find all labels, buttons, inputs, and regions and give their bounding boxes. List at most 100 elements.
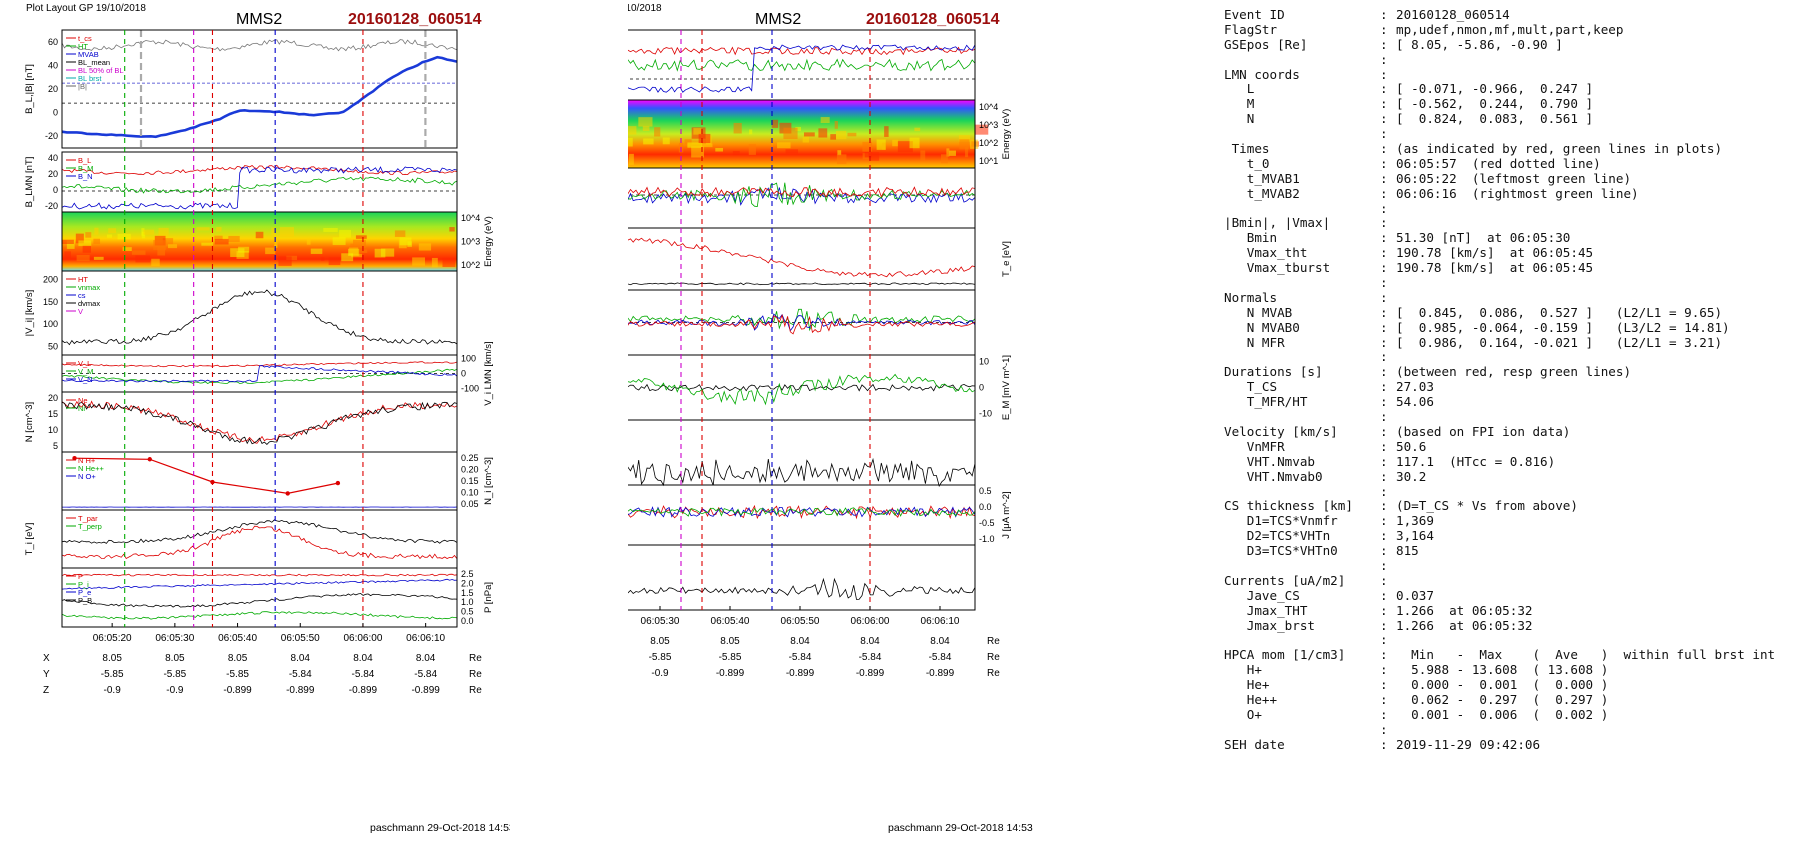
info-key: VHT.Nmvab0 [1224,468,1323,484]
info-separator: : [1380,498,1388,514]
y-axis-label: J [μA m^-2] [1001,491,1012,538]
position-value: -0.9 [651,668,669,679]
position-value: -0.899 [926,668,955,679]
position-row-label: Z [43,685,49,696]
info-value: 190.78 [km/s] at 06:05:45 [1396,260,1594,276]
y-tick-label: 0.5 [461,607,474,617]
spectrogram-cell [339,229,351,238]
position-value: -0.9 [104,685,122,696]
info-value: 27.03 [1396,379,1434,395]
position-value: -5.84 [352,669,375,680]
panel-e: 20100-10-20E_LMN [mV m^-1]E_LE_ME_N [628,289,976,356]
info-row: : [1224,633,1800,648]
spectrogram-cell [64,251,71,259]
series-line [628,46,976,56]
position-value: 8.05 [102,653,122,664]
spectrogram-cell [278,256,292,266]
info-separator: : [1380,513,1388,529]
spectrogram-cell [847,132,857,137]
spectrogram-cell [892,139,899,147]
y-tick-label: 10^1 [979,156,998,166]
position-value: -0.899 [716,668,745,679]
y-tick-label: 10^2 [461,260,480,270]
info-row: Vmax_tht:190.78 [km/s] at 06:05:45 [1224,245,1800,261]
panel-frame [61,567,458,628]
spectrogram-cell [75,233,84,244]
position-value: -5.84 [929,652,952,663]
position-value: 8.04 [353,653,373,664]
info-value: (as indicated by red, green lines in plo… [1396,141,1723,157]
info-value: mp,udef,nmon,mf,mult,part,keep [1396,21,1624,37]
info-row: He+: 0.000 - 0.001 ( 0.000 ) [1224,677,1800,693]
info-separator: : [1380,36,1388,52]
panel-p: 2.52.01.51.00.50.0 P [nPa] PP_iP_eP_B [61,567,494,628]
info-separator: : [1380,438,1388,454]
spectrogram-cell [323,228,338,232]
series-line [628,314,976,335]
spectrogram-cell [836,154,847,165]
info-separator: : [1380,81,1388,97]
info-separator: : [1380,394,1388,410]
spectrogram-bg [628,100,975,168]
position-unit: Re [469,653,482,664]
info-separator: : [1380,736,1388,752]
header-left: Plot Layout GP 19/10/2018 [26,3,146,14]
info-value: 0.062 - 0.297 ( 0.297 ) [1396,691,1609,707]
x-tick-label: 06:06:00 [343,633,382,644]
info-separator: : [1380,617,1388,633]
spectrogram-cell [76,255,90,262]
series-line [61,164,458,176]
info-value: (based on FPI ion data) [1396,423,1571,439]
legend-label: vnmax [78,283,100,292]
y-axis-label: E_M [mV m^-1] [1001,355,1012,420]
legend-label: Ne [78,396,88,405]
panel-ni: 0.250.20 0.15 0.100.05 N_i [cm^-3] N H+N He+… [61,451,494,511]
info-row: Jave_CS:0.037 [1224,588,1800,604]
spectrogram-cell [353,239,366,249]
info-value: [ 0.824, 0.083, 0.561 ] [1396,111,1594,127]
spectrogram-cell [350,243,354,247]
info-separator: : [1380,21,1388,37]
series-line [628,186,976,198]
info-key: Jmax_brst [1224,617,1315,633]
info-row: SEH date:2019-11-29 09:42:06 [1224,736,1800,753]
y-tick-label: 10 [979,357,989,367]
info-value: (D=T_CS * Vs from above) [1396,498,1578,514]
info-key: N MVAB [1224,304,1293,320]
y-axis-label: Energy (eV) [1001,109,1012,160]
spectrogram-cell [93,238,101,244]
spectrogram-cell [274,237,278,248]
y-tick-label: 0.0 [461,616,474,626]
spectrogram-cell [216,226,222,232]
y-tick-label: 0.5 [979,486,992,496]
position-unit: Re [469,669,482,680]
spectrogram-cell [78,240,92,247]
info-row: FlagStr: mp,udef,nmon,mf,mult,part,keep [1224,21,1800,38]
legend-label: P_B [78,596,92,605]
position-row-label: X [43,653,50,664]
y-tick-label: 10^4 [979,102,998,112]
spectrogram-cell [359,249,368,254]
spectrogram-cell [820,117,830,123]
header-left: Plot layout GP 19/10/2018 [628,3,662,14]
panel-frame [628,544,976,611]
info-key: N MFR [1224,334,1285,350]
y-axis-label: B_L,|B| [nT] [24,64,35,114]
info-value: 1.266 at 06:05:32 [1396,602,1533,618]
spectrogram-cell [153,240,167,250]
info-key: He+ [1224,677,1270,693]
info-separator: : [1380,215,1388,231]
position-value: 8.04 [790,636,810,647]
info-row: Vmax_tburst:190.78 [km/s] at 06:05:45 [1224,260,1800,276]
info-separator: : [1380,483,1388,499]
info-value: 06:05:22 (leftmost green line) [1396,170,1632,186]
x-tick-label: 06:05:40 [711,616,750,627]
legend-label: cs [78,291,86,300]
spectrogram-cell [837,150,842,156]
spectrogram-cell [748,144,756,155]
info-row: t_0:06:05:57 (red dotted line) [1224,156,1800,172]
spectrogram-cell [265,247,276,255]
info-separator: : [1380,319,1388,335]
